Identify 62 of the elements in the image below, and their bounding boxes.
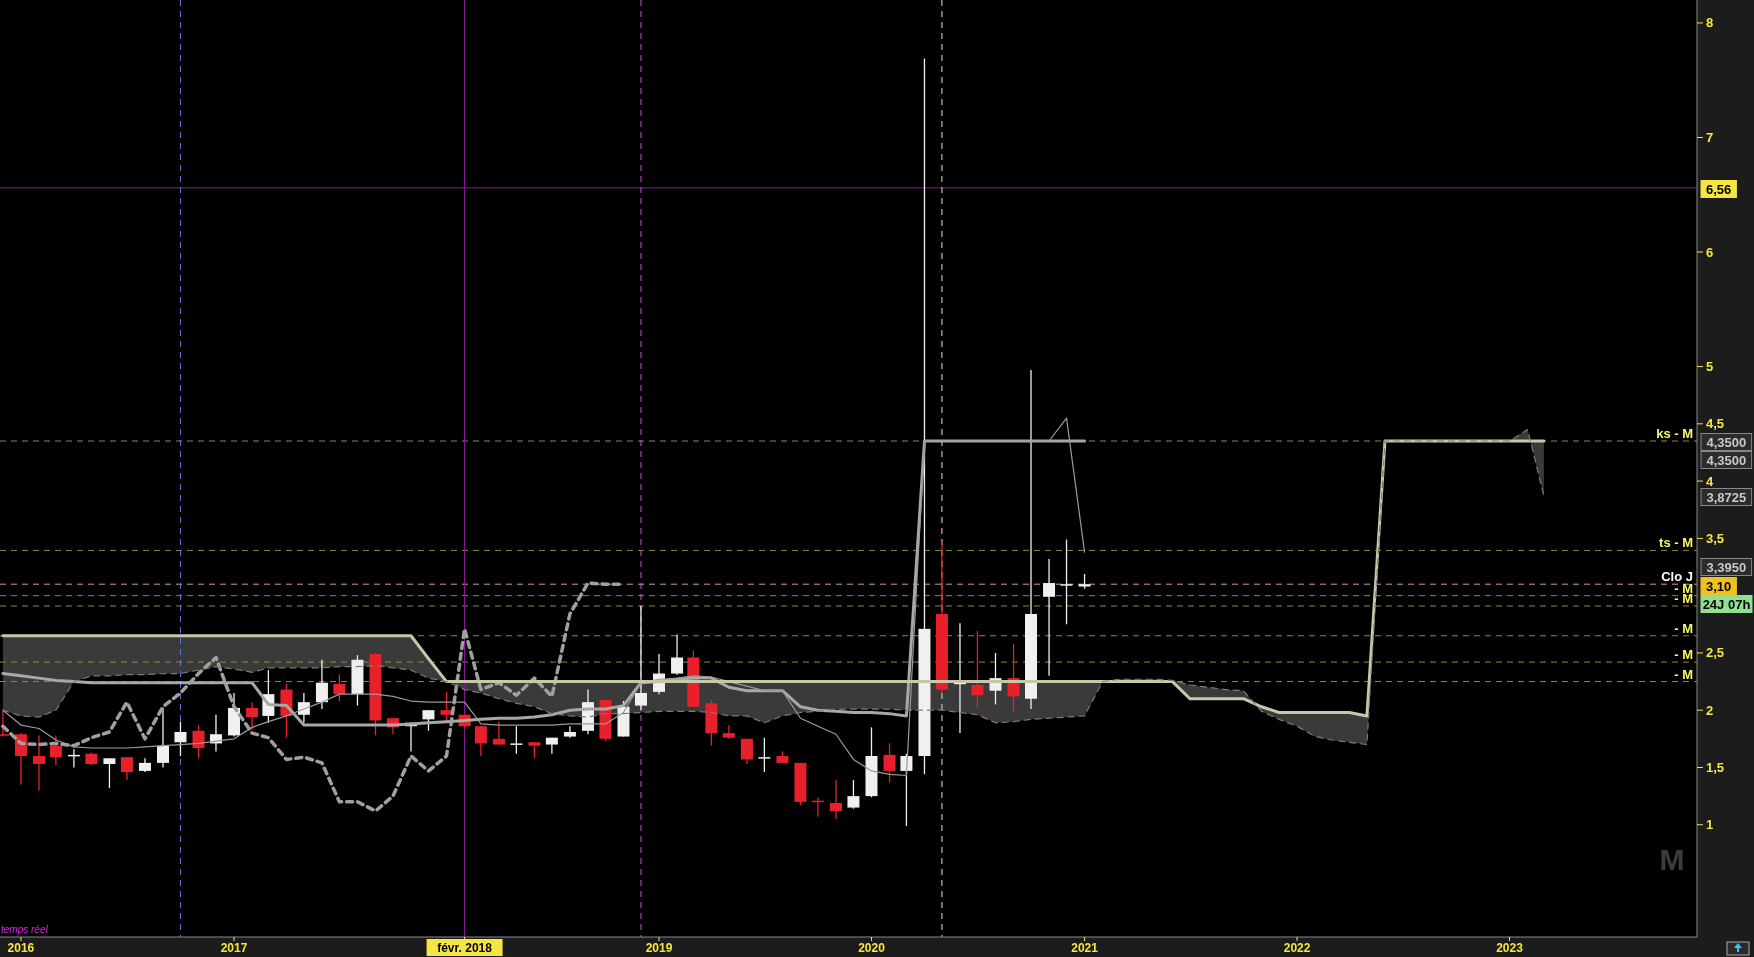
candlestick bbox=[440, 691, 453, 723]
y-tick-label: 1 bbox=[1706, 817, 1714, 833]
candlestick bbox=[510, 725, 523, 755]
candlestick bbox=[847, 779, 860, 810]
candlestick bbox=[1060, 538, 1073, 625]
y-tick-label: 6 bbox=[1706, 244, 1714, 260]
candlestick bbox=[297, 692, 310, 724]
text: 6,56 bbox=[1706, 181, 1732, 197]
annotation: M bbox=[1659, 843, 1685, 876]
text: 3,8725 bbox=[1706, 489, 1747, 505]
x-tick-label: févr. 2018 bbox=[437, 941, 493, 955]
candlestick bbox=[192, 724, 205, 759]
x-tick-label: 2021 bbox=[1071, 941, 1099, 955]
candlestick bbox=[157, 707, 170, 769]
x-tick-label: 2016 bbox=[7, 941, 35, 955]
text: 3,3950 bbox=[1706, 559, 1747, 575]
ref-line-label: - M bbox=[1674, 666, 1693, 682]
y-tick-label: 2 bbox=[1706, 702, 1714, 718]
candlestick bbox=[563, 725, 576, 739]
ref-line-label: - M bbox=[1674, 620, 1693, 636]
candlestick bbox=[174, 721, 187, 757]
text: 4,3500 bbox=[1706, 434, 1747, 450]
candlestick bbox=[758, 737, 771, 773]
ref-line-label: ts - M bbox=[1659, 535, 1693, 551]
candlestick bbox=[634, 605, 647, 711]
candlestick bbox=[246, 701, 259, 731]
x-tick-label: 2017 bbox=[220, 941, 248, 955]
y-tick-label: 8 bbox=[1706, 15, 1714, 31]
candlestick bbox=[422, 709, 435, 732]
x-tick-label: 2019 bbox=[645, 941, 673, 955]
candlestick bbox=[722, 724, 735, 740]
candlestick bbox=[883, 742, 896, 784]
annotation: temps réel bbox=[1, 924, 49, 935]
text: 24J 07h bbox=[1702, 596, 1751, 612]
candlestick bbox=[120, 756, 133, 781]
ref-line-label: Clo J bbox=[1661, 569, 1693, 585]
y-tick-label: 1,5 bbox=[1706, 760, 1725, 776]
y-tick-label: 4 bbox=[1706, 473, 1714, 489]
candlestick bbox=[474, 725, 487, 757]
candlestick bbox=[103, 757, 116, 789]
ref-line-label: - M bbox=[1674, 647, 1693, 663]
y-tick-label: 4,5 bbox=[1706, 416, 1725, 432]
candlestick bbox=[671, 633, 684, 676]
candlestick bbox=[315, 659, 328, 710]
text: 4,3500 bbox=[1706, 452, 1747, 468]
candlestick bbox=[740, 738, 753, 765]
candlestick bbox=[492, 721, 505, 746]
x-tick-label: 2022 bbox=[1283, 941, 1311, 955]
y-tick-label: 5 bbox=[1706, 359, 1714, 375]
x-tick-label: 2023 bbox=[1496, 941, 1524, 955]
candlestick bbox=[33, 734, 45, 792]
x-tick-label: 2020 bbox=[858, 941, 886, 955]
text: 3,10 bbox=[1706, 578, 1732, 594]
y-tick-label: 7 bbox=[1706, 130, 1714, 146]
candlestick bbox=[49, 734, 62, 766]
candlestick bbox=[971, 630, 984, 709]
candlestick bbox=[829, 779, 842, 820]
candlestick bbox=[333, 674, 346, 702]
y-tick-label: 3,5 bbox=[1706, 530, 1725, 546]
ref-line-label: ks - M bbox=[1656, 426, 1693, 442]
y-tick-label: 2,5 bbox=[1706, 645, 1725, 661]
candlestick bbox=[1043, 558, 1056, 677]
